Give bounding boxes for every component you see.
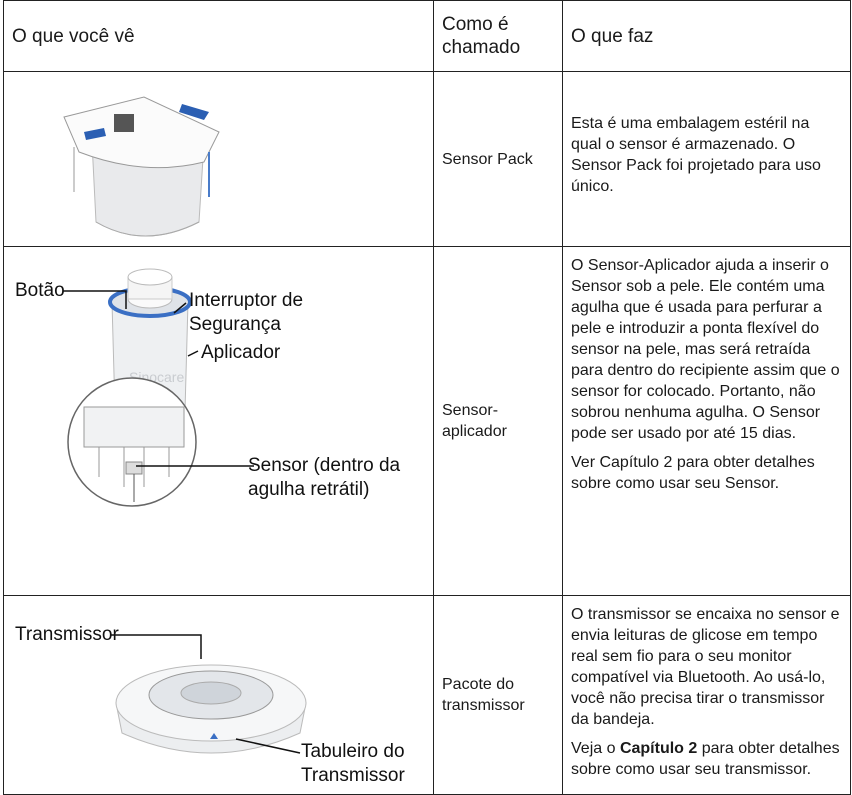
text: para obter detalhes sobre como usar seu …	[571, 740, 840, 778]
callout-label: Interruptor de Segurança	[189, 290, 304, 335]
description-cell: O transmissor se encaixa no sensor e env…	[562, 595, 851, 795]
row: Sensor Pack Esta é uma embalagem estéril…	[3, 71, 851, 247]
description: Ver Capítulo 2 para obter detalhes sobre…	[571, 454, 815, 492]
image-cell: Transmissor Tabuleiro do Transmissor	[3, 595, 434, 795]
text: Veja o	[571, 740, 620, 757]
description: O transmissor se encaixa no sensor e env…	[571, 606, 840, 728]
row: Transmissor Tabuleiro do Transmissor Pac…	[3, 595, 851, 795]
applicator-drawing: Sinocare	[63, 268, 254, 507]
bold-text: Capítulo 2	[619, 740, 698, 757]
description: Veja o Capítulo 2 para obter detalhes so…	[571, 738, 842, 780]
description-cell: O Sensor-Aplicador ajuda a inserir o Sen…	[562, 246, 851, 596]
transmitter-illustration: Transmissor Tabuleiro do Transmissor	[4, 603, 433, 787]
name-cell: Sensor Pack	[433, 71, 563, 247]
transmitter-drawing	[110, 634, 307, 754]
description-cell: Esta é uma embalagem estéril na qual o s…	[562, 71, 851, 247]
callout-label: Tabuleiro do Transmissor	[301, 741, 405, 786]
callout-label: Aplicador	[201, 342, 281, 363]
image-cell	[3, 71, 434, 247]
applicator-illustration: Sinocare Botão Interruptor de Segurança …	[4, 247, 433, 595]
sensor-pack-drawing	[63, 96, 220, 237]
sensor-pack-illustration	[4, 72, 433, 246]
name-cell: Sensor-aplicador	[433, 246, 563, 596]
callout-label: Sensor (dentro da agulha retrátil)	[248, 455, 401, 500]
description: Esta é uma embalagem estéril na qual o s…	[571, 115, 821, 195]
header-cell: O que faz	[562, 0, 851, 72]
callout-label: Transmissor	[15, 624, 119, 645]
image-cell: Sinocare Botão Interruptor de Segurança …	[3, 246, 434, 596]
info-table: O que você vê Como é chamado O que faz S…	[3, 0, 851, 795]
header-cell: Como é chamado	[433, 0, 563, 72]
callout-label: Botão	[15, 280, 65, 301]
header-cell: O que você vê	[3, 0, 434, 72]
description: O Sensor-Aplicador ajuda a inserir o Sen…	[571, 257, 840, 442]
header-row: O que você vê Como é chamado O que faz	[3, 0, 851, 72]
name-cell: Pacote do transmissor	[433, 595, 563, 795]
row: Sinocare Botão Interruptor de Segurança …	[3, 246, 851, 596]
